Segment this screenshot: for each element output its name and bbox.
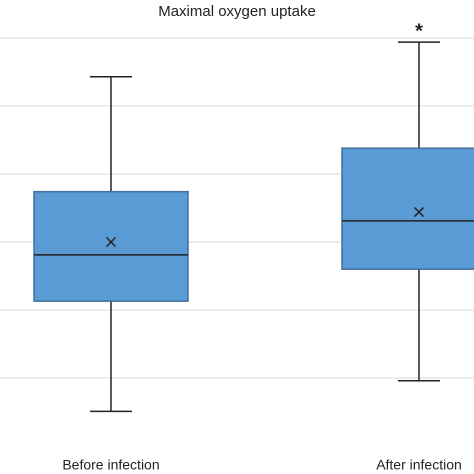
mean-marker xyxy=(105,236,117,248)
box xyxy=(33,190,189,302)
mean-marker xyxy=(413,207,425,218)
x-tick-label: Before infection xyxy=(62,457,159,473)
annotation: * xyxy=(415,20,423,42)
x-tick-label: After infection xyxy=(376,457,462,473)
box xyxy=(341,147,474,270)
chart-title: Maximal oxygen uptake xyxy=(158,3,316,20)
